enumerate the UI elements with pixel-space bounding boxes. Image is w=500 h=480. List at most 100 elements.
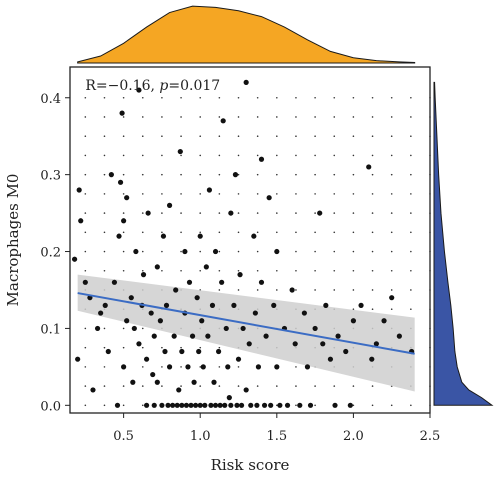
grid-dot <box>295 135 297 137</box>
grid-dot <box>256 385 259 387</box>
grid-dot <box>122 173 125 176</box>
data-point <box>258 279 265 285</box>
grid-dot <box>333 231 336 234</box>
grid-dot <box>84 116 87 118</box>
grid-dot <box>180 269 182 272</box>
grid-dot <box>295 96 297 99</box>
grid-dot <box>429 212 431 214</box>
grid-dot <box>218 366 221 368</box>
grid-dot <box>333 173 336 176</box>
data-point <box>124 318 130 324</box>
grid-dot <box>371 308 374 311</box>
grid-dot <box>161 193 163 195</box>
grid-dot <box>390 250 393 253</box>
data-point <box>350 318 357 324</box>
y-tick-label: 0.4 <box>40 92 61 107</box>
grid-dot <box>141 96 144 99</box>
grid-dot <box>161 269 163 272</box>
grid-dot <box>410 193 412 195</box>
grid-dot <box>103 404 106 407</box>
grid-dot <box>256 173 259 176</box>
data-point <box>228 210 234 216</box>
grid-dot <box>199 269 202 272</box>
data-point <box>185 364 191 370</box>
data-point <box>121 364 127 370</box>
grid-dot <box>103 96 106 99</box>
data-point <box>171 333 177 339</box>
data-point <box>194 295 200 301</box>
data-point <box>148 310 154 316</box>
data-point <box>160 233 167 239</box>
grid-dot <box>314 173 316 176</box>
grid-dot <box>295 154 297 157</box>
data-point <box>162 348 168 355</box>
points-layer <box>71 79 415 408</box>
grid-dot <box>352 289 355 291</box>
data-point <box>166 202 173 208</box>
grid-dot <box>333 193 336 195</box>
regression-line <box>77 292 415 355</box>
grid-dot <box>103 269 106 272</box>
grid-dot <box>199 250 202 253</box>
data-point <box>116 233 122 239</box>
grid-dot <box>390 116 393 118</box>
grid-dot <box>103 385 106 387</box>
grid-dot <box>256 250 259 253</box>
regression-layer <box>77 292 415 355</box>
data-point <box>197 402 203 408</box>
grid-dot <box>122 212 125 214</box>
data-point <box>335 333 341 339</box>
data-point <box>327 356 334 362</box>
grid-dot <box>218 212 221 214</box>
grid-dot <box>256 269 259 272</box>
grid-dot <box>180 212 182 214</box>
data-point <box>177 148 183 155</box>
data-point <box>154 379 160 385</box>
grid-dot <box>333 154 336 157</box>
grid-dot <box>429 173 431 176</box>
grid-dot <box>237 212 240 214</box>
data-point <box>252 310 258 316</box>
data-point <box>222 402 228 408</box>
grid-dot <box>276 154 278 157</box>
data-point <box>232 172 239 178</box>
grid-dot <box>122 231 125 234</box>
data-point <box>237 272 243 278</box>
data-point <box>248 402 254 408</box>
grid-dot <box>141 346 144 349</box>
grid-dot <box>256 116 259 118</box>
data-point <box>226 395 232 401</box>
grid-dot <box>180 231 182 234</box>
data-point <box>94 325 101 332</box>
data-point <box>234 402 240 408</box>
data-point <box>219 279 225 285</box>
grid-dot <box>199 231 202 234</box>
grid-dot <box>390 212 393 214</box>
data-point <box>71 256 78 262</box>
data-point <box>220 118 226 124</box>
data-point <box>396 333 402 339</box>
grid-dot <box>390 269 393 272</box>
grid-dot <box>180 366 182 368</box>
data-point <box>243 387 249 393</box>
data-point <box>176 387 182 393</box>
grid-dot <box>141 404 144 407</box>
y-tick-label: 0.0 <box>40 399 61 414</box>
grid-dot <box>199 193 202 195</box>
grid-dot <box>218 346 221 349</box>
grid-dot <box>352 96 355 99</box>
grid-dot <box>333 250 336 253</box>
grid-dot <box>371 154 374 157</box>
data-point <box>301 310 307 316</box>
grid-dot <box>161 385 163 387</box>
grid-dot <box>256 96 259 99</box>
x-axis-title: Risk score <box>211 456 290 474</box>
grid-dot <box>352 308 355 311</box>
grid-dot <box>429 135 431 137</box>
grid-dot <box>237 231 240 234</box>
grid-dot <box>390 193 393 195</box>
grid-dot <box>141 135 144 137</box>
grid-dot <box>161 96 163 99</box>
data-point <box>261 402 268 408</box>
grid-dot <box>429 269 431 272</box>
